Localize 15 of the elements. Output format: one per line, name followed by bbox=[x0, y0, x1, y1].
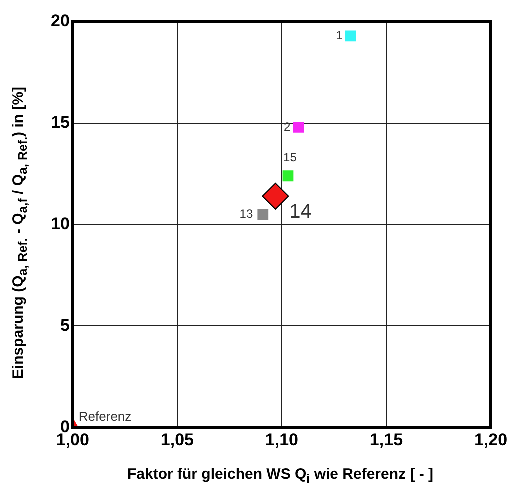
series-label: Referenz bbox=[78, 409, 132, 424]
y-tick-label: 15 bbox=[50, 113, 70, 132]
x-tick-label: 1,15 bbox=[370, 430, 404, 450]
series-label: 1 bbox=[336, 28, 344, 43]
series-label: 13 bbox=[240, 206, 254, 221]
y-tick-label: 10 bbox=[50, 214, 70, 234]
x-tick-label: 1,10 bbox=[265, 430, 298, 450]
series-label: 14 bbox=[290, 200, 312, 223]
x-tick-label: 1,05 bbox=[160, 430, 194, 450]
series-label: 15 bbox=[284, 150, 298, 164]
y-tick-label: 5 bbox=[60, 316, 70, 335]
x-tick-label: 1,20 bbox=[474, 430, 508, 450]
series-label: 2 bbox=[284, 120, 291, 134]
y-tick-label: 20 bbox=[50, 12, 70, 31]
x-axis-title: Faktor für gleichen WS Q$_{i}$ wie Referenz [ - ] bbox=[126, 466, 435, 486]
